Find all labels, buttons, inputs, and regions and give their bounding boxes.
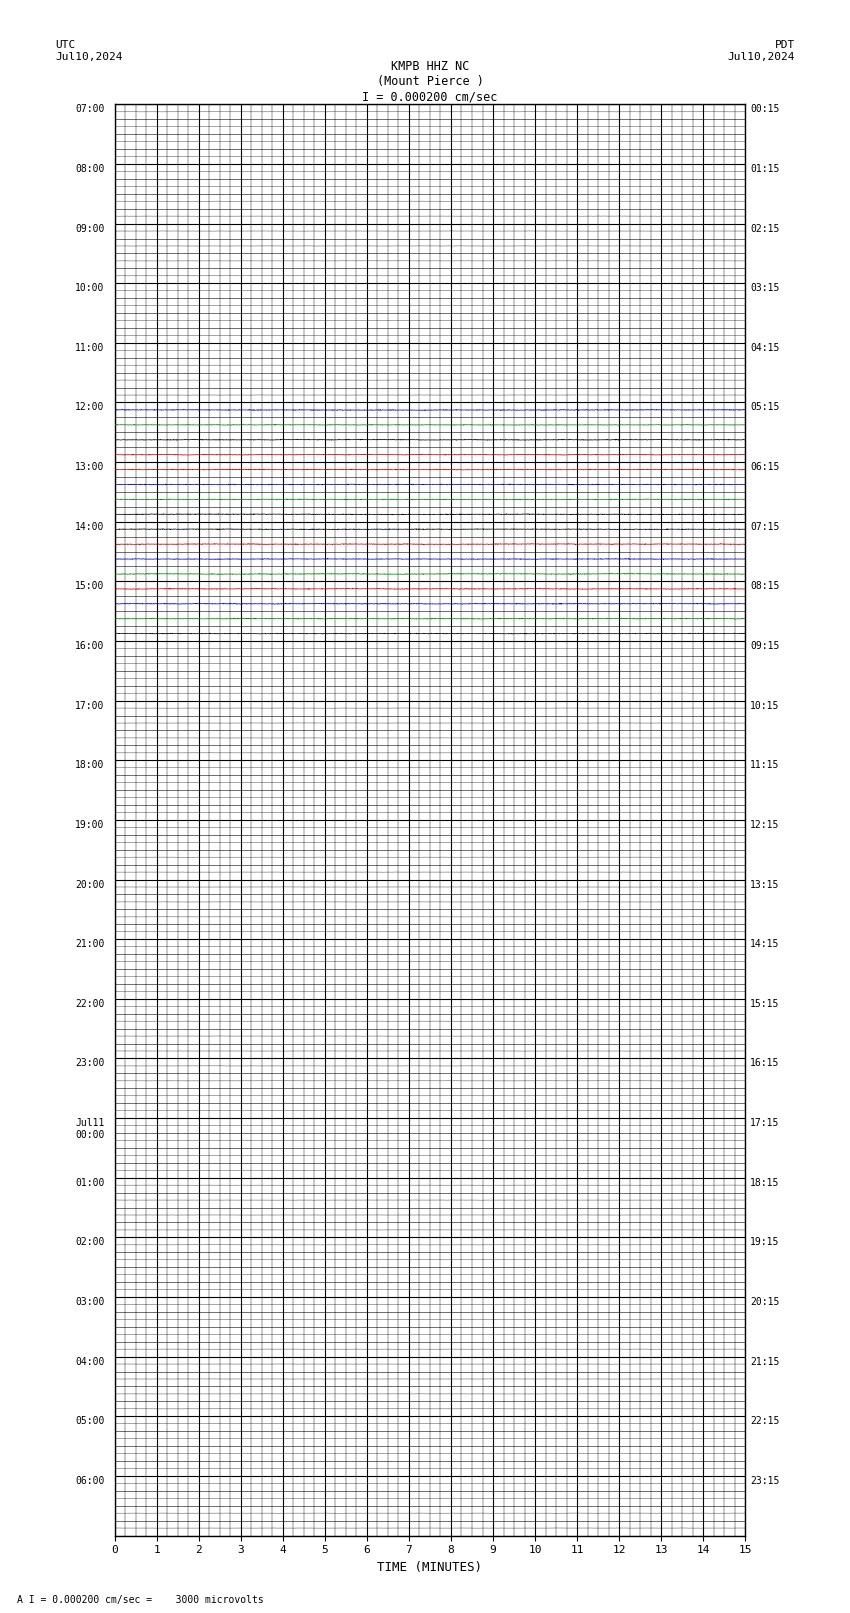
Text: 19:00: 19:00	[75, 819, 105, 831]
Text: 10:15: 10:15	[751, 700, 779, 711]
Text: 01:00: 01:00	[75, 1177, 105, 1187]
Text: 00:15: 00:15	[751, 105, 779, 115]
Text: 02:15: 02:15	[751, 224, 779, 234]
Text: 07:00: 07:00	[75, 105, 105, 115]
Text: 04:00: 04:00	[75, 1357, 105, 1366]
Text: Jul11
00:00: Jul11 00:00	[75, 1118, 105, 1140]
Text: 17:00: 17:00	[75, 700, 105, 711]
Text: 06:00: 06:00	[75, 1476, 105, 1486]
Text: 20:15: 20:15	[751, 1297, 779, 1307]
Text: 20:00: 20:00	[75, 879, 105, 889]
Text: 14:15: 14:15	[751, 939, 779, 948]
Text: 17:15: 17:15	[751, 1118, 779, 1127]
Text: 08:15: 08:15	[751, 581, 779, 592]
Text: 22:00: 22:00	[75, 998, 105, 1008]
Text: 22:15: 22:15	[751, 1416, 779, 1426]
Text: 16:15: 16:15	[751, 1058, 779, 1068]
Text: 09:00: 09:00	[75, 224, 105, 234]
Title: KMPB HHZ NC
(Mount Pierce )
I = 0.000200 cm/sec: KMPB HHZ NC (Mount Pierce ) I = 0.000200…	[362, 60, 497, 103]
Text: 21:00: 21:00	[75, 939, 105, 948]
Text: 10:00: 10:00	[75, 284, 105, 294]
Text: 13:00: 13:00	[75, 463, 105, 473]
Text: 07:15: 07:15	[751, 521, 779, 532]
Text: 23:15: 23:15	[751, 1476, 779, 1486]
Text: 09:15: 09:15	[751, 640, 779, 652]
Text: 21:15: 21:15	[751, 1357, 779, 1366]
Text: PDT
Jul10,2024: PDT Jul10,2024	[728, 40, 795, 61]
Text: 12:15: 12:15	[751, 819, 779, 831]
X-axis label: TIME (MINUTES): TIME (MINUTES)	[377, 1561, 483, 1574]
Text: 12:00: 12:00	[75, 403, 105, 413]
Text: 11:00: 11:00	[75, 344, 105, 353]
Text: A I = 0.000200 cm/sec =    3000 microvolts: A I = 0.000200 cm/sec = 3000 microvolts	[17, 1595, 264, 1605]
Text: 15:00: 15:00	[75, 581, 105, 592]
Text: 18:00: 18:00	[75, 760, 105, 771]
Text: 23:00: 23:00	[75, 1058, 105, 1068]
Text: 05:00: 05:00	[75, 1416, 105, 1426]
Text: 18:15: 18:15	[751, 1177, 779, 1187]
Text: 08:00: 08:00	[75, 165, 105, 174]
Text: 02:00: 02:00	[75, 1237, 105, 1247]
Text: 13:15: 13:15	[751, 879, 779, 889]
Text: 15:15: 15:15	[751, 998, 779, 1008]
Text: 14:00: 14:00	[75, 521, 105, 532]
Text: 03:00: 03:00	[75, 1297, 105, 1307]
Text: 16:00: 16:00	[75, 640, 105, 652]
Text: 05:15: 05:15	[751, 403, 779, 413]
Text: 06:15: 06:15	[751, 463, 779, 473]
Text: UTC
Jul10,2024: UTC Jul10,2024	[55, 40, 122, 61]
Text: 11:15: 11:15	[751, 760, 779, 771]
Text: 03:15: 03:15	[751, 284, 779, 294]
Text: 19:15: 19:15	[751, 1237, 779, 1247]
Text: 04:15: 04:15	[751, 344, 779, 353]
Text: 01:15: 01:15	[751, 165, 779, 174]
